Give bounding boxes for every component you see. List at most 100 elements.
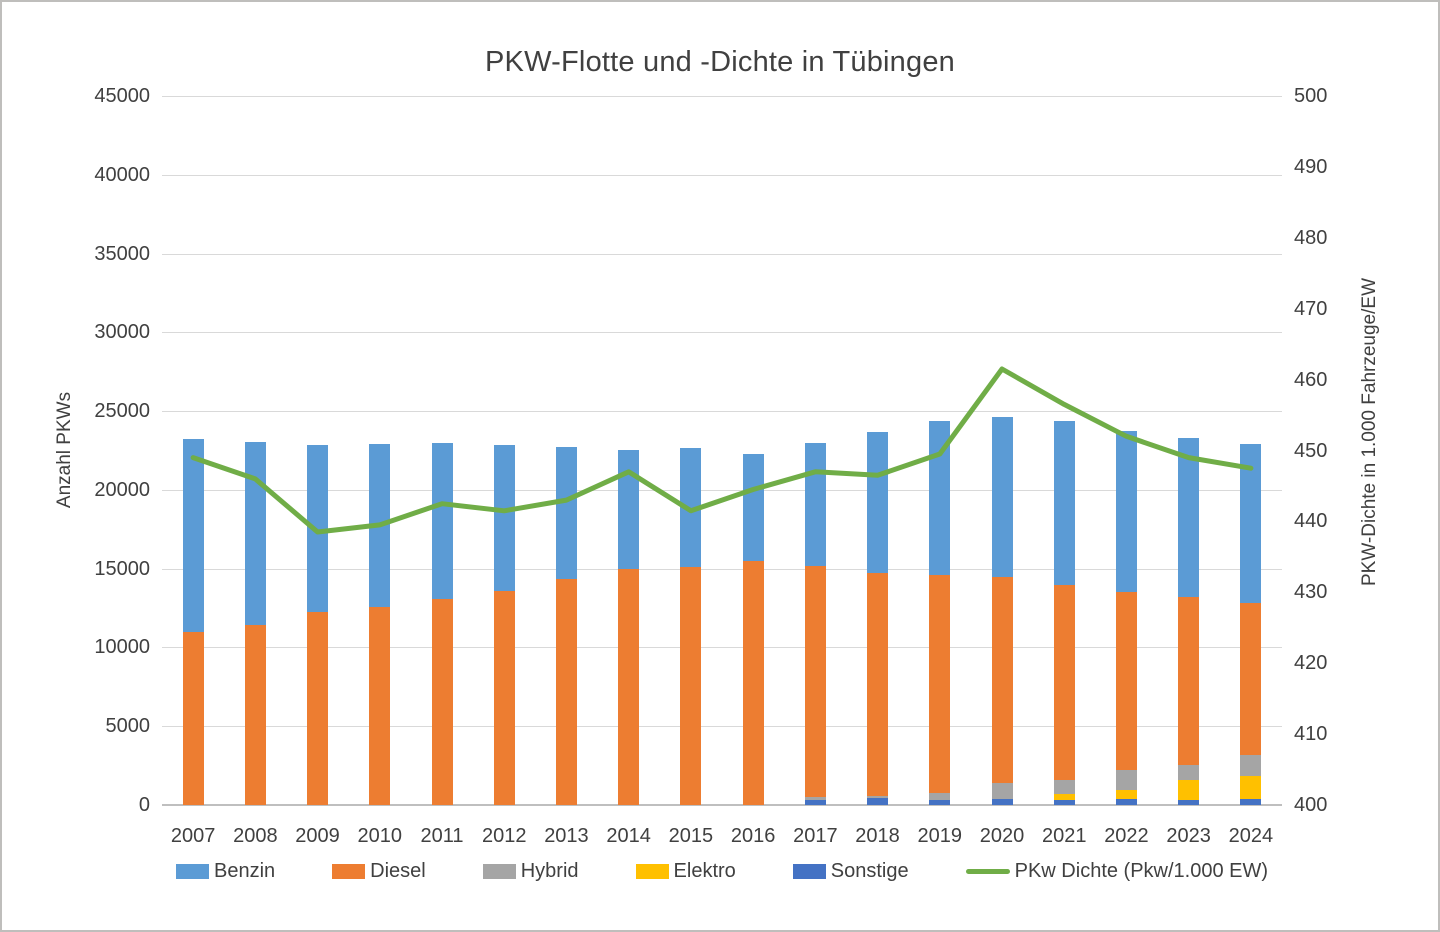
legend-swatch <box>635 864 669 879</box>
bar-segment-diesel-2016 <box>742 560 764 805</box>
legend-swatch <box>176 864 209 879</box>
legend-item-diesel: Diesel <box>332 860 426 883</box>
legend-label: Elektro <box>673 860 736 882</box>
x-axis-line <box>162 804 1282 806</box>
bar-segment-sonstige-2020 <box>991 798 1013 805</box>
bar-segment-sonstige-2017 <box>804 799 826 805</box>
gridline <box>162 96 1282 97</box>
gridline <box>162 568 1282 570</box>
left-axis-tick-label: 30000 <box>94 321 150 344</box>
x-axis-label-2020: 2020 <box>979 825 1025 847</box>
right-axis-tick-label: 400 <box>1294 794 1328 816</box>
left-axis-tick-label: 35000 <box>94 242 150 265</box>
gridline <box>162 332 1282 334</box>
right-axis-tick-label: 490 <box>1294 155 1328 178</box>
left-axis-tick-label: 25000 <box>94 400 150 423</box>
legend-swatch <box>792 864 826 879</box>
right-axis-tick-label: 420 <box>1294 652 1328 675</box>
bar-segment-diesel-2010 <box>369 607 391 805</box>
x-axis-label-2014: 2014 <box>606 825 651 847</box>
bar-segment-hybrid-2019 <box>929 793 951 805</box>
x-axis-label-2016: 2016 <box>730 825 776 847</box>
right-axis-tick-label: 460 <box>1294 368 1328 391</box>
legend-swatch <box>482 864 516 879</box>
x-axis-label-2023: 2023 <box>1166 825 1211 847</box>
left-axis-tick-label: 15000 <box>94 557 150 580</box>
left-axis-tick-label: 20000 <box>94 478 150 501</box>
left-axis-tick-label: 45000 <box>94 85 150 107</box>
x-axis-label-2008: 2008 <box>233 825 278 847</box>
gridline <box>162 647 1282 649</box>
gridline <box>162 174 1282 176</box>
left-axis-tick-label: 40000 <box>94 163 150 186</box>
left-axis-title: Anzahl PKWs <box>54 391 75 509</box>
legend: Benzin Diesel Hybrid Elektro Sonstige PKw Dic… <box>162 860 1326 883</box>
bar-segment-diesel-2017 <box>804 566 826 805</box>
gridline <box>162 411 1282 413</box>
x-axis-label-2011: 2011 <box>420 825 464 847</box>
right-axis-tick-label: 430 <box>1294 581 1328 604</box>
bar-segment-elektro-2021 <box>1053 793 1075 805</box>
legend-item-benzin: Benzin <box>176 860 275 883</box>
bar-segment-diesel-2024 <box>1240 603 1262 805</box>
bar-segment-diesel-2021 <box>1053 585 1075 805</box>
legend-swatch <box>332 864 366 879</box>
bar-segment-sonstige-2018 <box>867 797 889 805</box>
gridline <box>162 726 1282 728</box>
x-axis-label-2013: 2013 <box>544 825 589 847</box>
bar-segment-sonstige-2019 <box>929 799 951 805</box>
bar-segment-diesel-2013 <box>555 578 577 805</box>
legend-label: Sonstige <box>830 860 909 882</box>
bar-segment-elektro-2023 <box>1178 779 1200 805</box>
bar-segment-diesel-2012 <box>493 590 515 805</box>
x-axis-label-2019: 2019 <box>917 825 963 847</box>
bar-segment-diesel-2011 <box>431 599 453 805</box>
bar-segment-diesel-2023 <box>1178 597 1200 805</box>
x-axis-label-2024: 2024 <box>1228 825 1274 847</box>
gridline <box>162 253 1282 255</box>
legend-label: Hybrid <box>520 860 579 882</box>
bar-segment-diesel-2008 <box>244 624 266 805</box>
right-axis-tick-label: 470 <box>1294 297 1328 320</box>
right-axis-tick-label: 440 <box>1294 510 1328 533</box>
x-axis-label-2010: 2010 <box>357 825 403 847</box>
legend-line-sample <box>965 869 1010 874</box>
bar-segment-sonstige-2023 <box>1178 799 1200 805</box>
legend-item-pkw: PKw Dichte (Pkw/1.000 EW) <box>965 860 1269 883</box>
left-axis-tick-label: 10000 <box>94 636 150 659</box>
x-axis-label-2015: 2015 <box>668 825 714 847</box>
bar-segment-diesel-2009 <box>307 612 329 805</box>
bar-segment-elektro-2024 <box>1240 775 1262 805</box>
left-axis-tick-label: 0 <box>138 794 150 816</box>
left-axis-tick-label: 5000 <box>105 715 151 738</box>
bar-segment-sonstige-2024 <box>1240 798 1262 805</box>
right-axis-title: PKW-Dichte in 1.000 Fahrzeuge/EW <box>1359 277 1380 587</box>
bar-segment-diesel-2019 <box>929 574 951 805</box>
bar-segment-diesel-2015 <box>680 567 702 805</box>
legend-label: Benzin <box>214 860 276 882</box>
right-axis-tick-label: 410 <box>1294 723 1328 746</box>
bar-segment-diesel-2014 <box>618 568 640 805</box>
x-axis-label-2017: 2017 <box>793 825 838 847</box>
bar-segment-diesel-2022 <box>1115 591 1137 805</box>
right-axis-tick-label: 500 <box>1294 85 1328 107</box>
density-line <box>190 366 1254 535</box>
bar-segment-sonstige-2022 <box>1115 798 1137 805</box>
legend-item-elektro: Elektro <box>635 860 736 883</box>
right-axis-tick-label: 450 <box>1294 439 1328 462</box>
x-axis-label-2007: 2007 <box>170 825 216 847</box>
bar-segment-sonstige-2021 <box>1053 799 1075 805</box>
x-axis-label-2009: 2009 <box>295 825 340 847</box>
bar-segment-diesel-2018 <box>867 573 889 805</box>
right-axis-tick-label: 480 <box>1294 226 1328 249</box>
legend-item-hybrid: Hybrid <box>482 860 579 883</box>
plot-area <box>162 96 1282 806</box>
chart-title: PKW-Flotte und -Dichte in Tübingen <box>485 46 955 78</box>
bar-segment-diesel-2007 <box>182 631 204 805</box>
legend-label: Diesel <box>370 860 426 882</box>
x-axis-label-2021: 2021 <box>1041 825 1087 847</box>
legend-item-sonstige: Sonstige <box>792 860 909 883</box>
x-axis-label-2018: 2018 <box>855 825 900 847</box>
legend-label: PKw Dichte (Pkw/1.000 EW) <box>1014 860 1269 882</box>
